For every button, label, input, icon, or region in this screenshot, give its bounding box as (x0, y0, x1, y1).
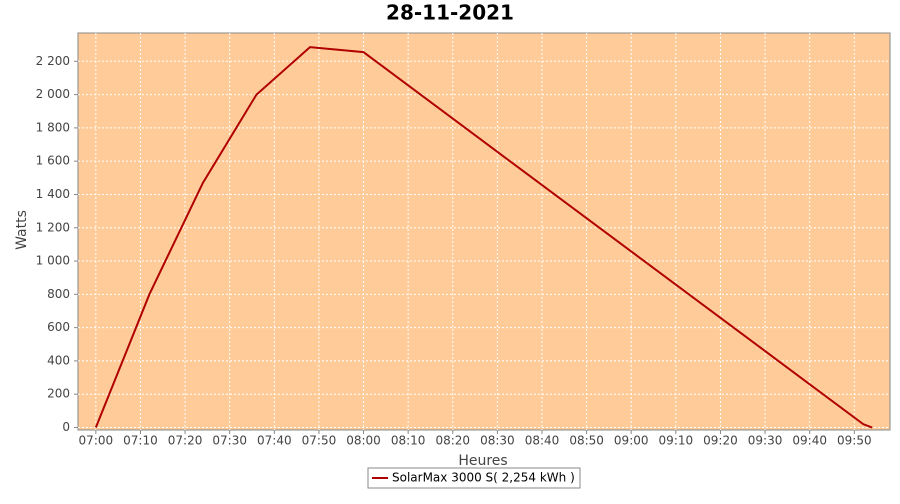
x-tick-label: 08:20 (435, 434, 470, 448)
y-tick-label: 1 400 (36, 187, 70, 201)
x-tick-label: 07:40 (257, 434, 292, 448)
chart-title: 28-11-2021 (386, 1, 514, 25)
x-tick-label: 07:00 (79, 434, 114, 448)
x-tick-label: 08:10 (391, 434, 426, 448)
x-tick-label: 09:50 (837, 434, 872, 448)
x-tick-label: 08:30 (480, 434, 515, 448)
y-tick-label: 800 (47, 287, 70, 301)
x-tick-label: 09:10 (659, 434, 694, 448)
x-tick-label: 07:50 (302, 434, 337, 448)
y-tick-label: 1 200 (36, 220, 70, 234)
x-tick-label: 07:20 (168, 434, 203, 448)
x-tick-label: 08:00 (346, 434, 381, 448)
plot-area (77, 32, 891, 431)
legend-label: SolarMax 3000 S( 2,254 kWh ) (392, 471, 575, 485)
y-tick-label: 1 600 (36, 154, 70, 168)
x-tick-label: 09:20 (703, 434, 738, 448)
y-tick-label: 0 (62, 420, 70, 434)
x-tick-label: 08:40 (525, 434, 560, 448)
y-tick-label: 600 (47, 320, 70, 334)
x-axis-label: Heures (458, 453, 507, 469)
x-tick-label: 07:10 (123, 434, 158, 448)
y-tick-label: 200 (47, 387, 70, 401)
y-axis-label: Watts (14, 210, 30, 250)
x-tick-label: 07:30 (212, 434, 247, 448)
y-tick-label: 2 000 (36, 87, 70, 101)
y-tick-label: 1 000 (36, 254, 70, 268)
x-tick-label: 08:50 (569, 434, 604, 448)
legend-box (367, 467, 581, 489)
y-tick-label: 2 200 (36, 54, 70, 68)
y-tick-label: 1 800 (36, 120, 70, 134)
x-tick-label: 09:40 (792, 434, 827, 448)
x-tick-label: 09:30 (748, 434, 783, 448)
series-line (94, 46, 873, 429)
x-tick-label: 09:00 (614, 434, 649, 448)
y-tick-label: 400 (47, 353, 70, 367)
